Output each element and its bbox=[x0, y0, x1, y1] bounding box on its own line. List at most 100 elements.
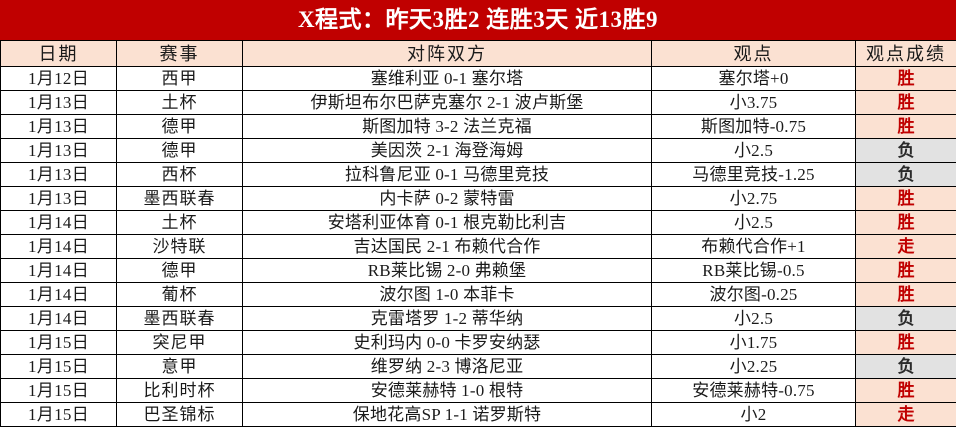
cell-result: 负 bbox=[855, 354, 956, 379]
cell-league: 土杯 bbox=[116, 90, 243, 115]
cell-date: 1月15日 bbox=[0, 354, 117, 379]
cell-match: 保地花高SP 1-1 诺罗斯特 bbox=[242, 402, 652, 427]
cell-result: 胜 bbox=[855, 66, 956, 91]
table-row: 1月13日 德甲 斯图加特 3-2 法兰克福 斯图加特-0.75 胜 bbox=[0, 114, 956, 139]
table-row: 1月15日 巴圣锦标 保地花高SP 1-1 诺罗斯特 小2 走 bbox=[0, 402, 956, 427]
cell-view: 小2.5 bbox=[651, 138, 856, 163]
table-row: 1月14日 葡杯 波尔图 1-0 本菲卡 波尔图-0.25 胜 bbox=[0, 282, 956, 307]
cell-result: 胜 bbox=[855, 90, 956, 115]
table-row: 1月13日 德甲 美因茨 2-1 海登海姆 小2.5 负 bbox=[0, 138, 956, 163]
cell-date: 1月12日 bbox=[0, 66, 117, 91]
table-header-row: 日期 赛事 对阵双方 观点 观点成绩 bbox=[0, 40, 956, 67]
cell-league: 土杯 bbox=[116, 210, 243, 235]
cell-result: 负 bbox=[855, 138, 956, 163]
cell-view: 波尔图-0.25 bbox=[651, 282, 856, 307]
cell-date: 1月13日 bbox=[0, 186, 117, 211]
table-row: 1月15日 突尼甲 史利玛内 0-0 卡罗安纳瑟 小1.75 胜 bbox=[0, 330, 956, 355]
cell-result: 胜 bbox=[855, 330, 956, 355]
cell-result: 胜 bbox=[855, 282, 956, 307]
table-body: 1月12日 西甲 塞维利亚 0-1 塞尔塔 塞尔塔+0 胜 1月13日 土杯 伊斯坦布尔巴萨克… bbox=[0, 66, 956, 427]
cell-view: 布赖代合作+1 bbox=[651, 234, 856, 259]
cell-view: 安德莱赫特-0.75 bbox=[651, 378, 856, 403]
cell-result: 负 bbox=[855, 306, 956, 331]
cell-view: 马德里竞技-1.25 bbox=[651, 162, 856, 187]
cell-date: 1月14日 bbox=[0, 306, 117, 331]
cell-match: 吉达国民 2-1 布赖代合作 bbox=[242, 234, 652, 259]
cell-league: 西甲 bbox=[116, 66, 243, 91]
cell-view: 小2.5 bbox=[651, 306, 856, 331]
cell-match: 史利玛内 0-0 卡罗安纳瑟 bbox=[242, 330, 652, 355]
cell-league: 巴圣锦标 bbox=[116, 402, 243, 427]
cell-league: 意甲 bbox=[116, 354, 243, 379]
cell-date: 1月15日 bbox=[0, 330, 117, 355]
cell-match: 伊斯坦布尔巴萨克塞尔 2-1 波卢斯堡 bbox=[242, 90, 652, 115]
cell-league: 沙特联 bbox=[116, 234, 243, 259]
cell-match: 内卡萨 0-2 蒙特雷 bbox=[242, 186, 652, 211]
table-row: 1月13日 西杯 拉科鲁尼亚 0-1 马德里竞技 马德里竞技-1.25 负 bbox=[0, 162, 956, 187]
cell-date: 1月13日 bbox=[0, 90, 117, 115]
cell-league: 比利时杯 bbox=[116, 378, 243, 403]
cell-match: 拉科鲁尼亚 0-1 马德里竞技 bbox=[242, 162, 652, 187]
cell-date: 1月13日 bbox=[0, 162, 117, 187]
cell-league: 西杯 bbox=[116, 162, 243, 187]
table-row: 1月14日 墨西联春 克雷塔罗 1-2 蒂华纳 小2.5 负 bbox=[0, 306, 956, 331]
column-header-result: 观点成绩 bbox=[855, 40, 956, 67]
cell-date: 1月14日 bbox=[0, 282, 117, 307]
cell-match: 波尔图 1-0 本菲卡 bbox=[242, 282, 652, 307]
table-row: 1月12日 西甲 塞维利亚 0-1 塞尔塔 塞尔塔+0 胜 bbox=[0, 66, 956, 91]
cell-match: 美因茨 2-1 海登海姆 bbox=[242, 138, 652, 163]
column-header-league: 赛事 bbox=[116, 40, 243, 67]
page-title: X程式：昨天3胜2 连胜3天 近13胜9 bbox=[297, 7, 659, 32]
cell-result: 胜 bbox=[855, 186, 956, 211]
cell-league: 墨西联春 bbox=[116, 306, 243, 331]
cell-result: 胜 bbox=[855, 210, 956, 235]
cell-date: 1月13日 bbox=[0, 114, 117, 139]
cell-result: 胜 bbox=[855, 114, 956, 139]
cell-date: 1月15日 bbox=[0, 378, 117, 403]
cell-view: 小3.75 bbox=[651, 90, 856, 115]
cell-result: 胜 bbox=[855, 378, 956, 403]
cell-match: 安塔利亚体育 0-1 根克勒比利吉 bbox=[242, 210, 652, 235]
table-row: 1月14日 土杯 安塔利亚体育 0-1 根克勒比利吉 小2.5 胜 bbox=[0, 210, 956, 235]
cell-date: 1月14日 bbox=[0, 258, 117, 283]
table-row: 1月13日 墨西联春 内卡萨 0-2 蒙特雷 小2.75 胜 bbox=[0, 186, 956, 211]
table-row: 1月14日 沙特联 吉达国民 2-1 布赖代合作 布赖代合作+1 走 bbox=[0, 234, 956, 259]
cell-view: 小2 bbox=[651, 402, 856, 427]
table-row: 1月15日 意甲 维罗纳 2-3 博洛尼亚 小2.25 负 bbox=[0, 354, 956, 379]
cell-match: 塞维利亚 0-1 塞尔塔 bbox=[242, 66, 652, 91]
table-row: 1月13日 土杯 伊斯坦布尔巴萨克塞尔 2-1 波卢斯堡 小3.75 胜 bbox=[0, 90, 956, 115]
cell-result: 走 bbox=[855, 234, 956, 259]
cell-view: RB莱比锡-0.5 bbox=[651, 258, 856, 283]
cell-view: 小1.75 bbox=[651, 330, 856, 355]
cell-match: RB莱比锡 2-0 弗赖堡 bbox=[242, 258, 652, 283]
cell-date: 1月13日 bbox=[0, 138, 117, 163]
cell-result: 走 bbox=[855, 402, 956, 427]
cell-result: 胜 bbox=[855, 258, 956, 283]
results-table: 日期 赛事 对阵双方 观点 观点成绩 1月12日 西甲 塞维利亚 0-1 塞尔塔 塞尔… bbox=[0, 40, 956, 427]
column-header-match: 对阵双方 bbox=[242, 40, 652, 67]
cell-match: 克雷塔罗 1-2 蒂华纳 bbox=[242, 306, 652, 331]
cell-view: 小2.75 bbox=[651, 186, 856, 211]
cell-match: 斯图加特 3-2 法兰克福 bbox=[242, 114, 652, 139]
cell-league: 德甲 bbox=[116, 258, 243, 283]
table-header: 日期 赛事 对阵双方 观点 观点成绩 bbox=[0, 40, 956, 67]
cell-view: 小2.25 bbox=[651, 354, 856, 379]
cell-view: 塞尔塔+0 bbox=[651, 66, 856, 91]
cell-league: 突尼甲 bbox=[116, 330, 243, 355]
cell-match: 安德莱赫特 1-0 根特 bbox=[242, 378, 652, 403]
cell-date: 1月14日 bbox=[0, 234, 117, 259]
cell-league: 德甲 bbox=[116, 114, 243, 139]
table-row: 1月15日 比利时杯 安德莱赫特 1-0 根特 安德莱赫特-0.75 胜 bbox=[0, 378, 956, 403]
title-banner: X程式：昨天3胜2 连胜3天 近13胜9 bbox=[0, 0, 956, 40]
table-row: 1月14日 德甲 RB莱比锡 2-0 弗赖堡 RB莱比锡-0.5 胜 bbox=[0, 258, 956, 283]
cell-date: 1月15日 bbox=[0, 402, 117, 427]
cell-view: 小2.5 bbox=[651, 210, 856, 235]
cell-league: 德甲 bbox=[116, 138, 243, 163]
cell-league: 墨西联春 bbox=[116, 186, 243, 211]
cell-result: 负 bbox=[855, 162, 956, 187]
cell-date: 1月14日 bbox=[0, 210, 117, 235]
cell-match: 维罗纳 2-3 博洛尼亚 bbox=[242, 354, 652, 379]
column-header-view: 观点 bbox=[651, 40, 856, 67]
cell-view: 斯图加特-0.75 bbox=[651, 114, 856, 139]
